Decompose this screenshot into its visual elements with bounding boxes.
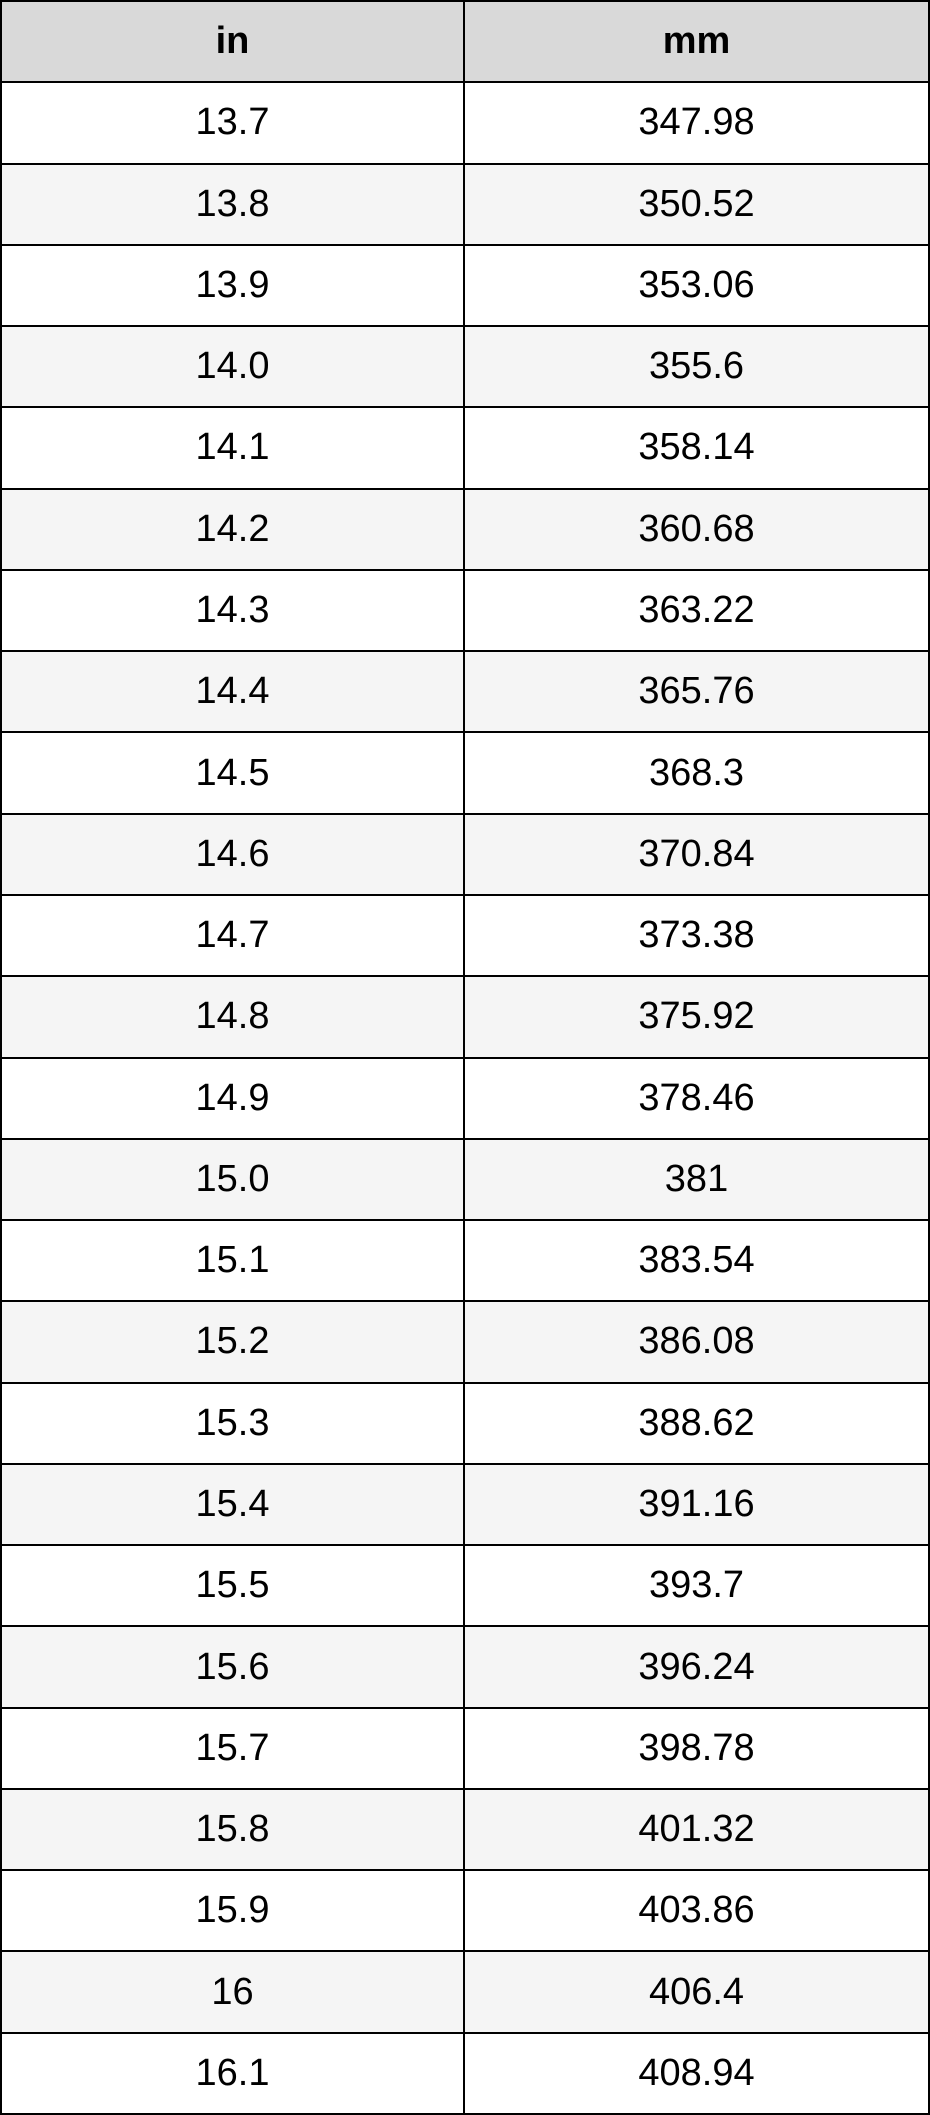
table-cell: 15.9: [2, 1871, 463, 1951]
table-cell: 14.7: [2, 895, 463, 976]
table-cell: 365.76: [465, 652, 928, 732]
table-cell: 393.7: [465, 1546, 928, 1626]
table-cell: 16: [2, 1952, 463, 2032]
table-cell: 13.8: [2, 164, 463, 244]
table-cell: 398.78: [465, 1708, 928, 1788]
header-cell: mm: [465, 2, 928, 82]
table-cell: 375.92: [465, 977, 928, 1057]
table-cell: 14.2: [2, 489, 463, 569]
table-cell: 16.1: [2, 2033, 463, 2113]
table-cell: 15.1: [2, 1221, 463, 1301]
table-cell: 15.2: [2, 1302, 463, 1382]
table-cell: 15.8: [2, 1789, 463, 1870]
table-cell: 15.0: [2, 1139, 463, 1220]
table-cell: 388.62: [465, 1383, 928, 1463]
table-cell: 370.84: [465, 814, 928, 894]
table-cell: 15.7: [2, 1708, 463, 1788]
table-cell: 15.5: [2, 1546, 463, 1626]
table-cell: 13.7: [2, 83, 463, 163]
table-cell: 408.94: [465, 2033, 928, 2113]
table-cell: 14.1: [2, 408, 463, 488]
table-cell: 355.6: [465, 327, 928, 407]
table-cell: 14.9: [2, 1058, 463, 1138]
table-cell: 14.8: [2, 977, 463, 1057]
table-cell: 358.14: [465, 408, 928, 488]
table-cell: 14.0: [2, 327, 463, 407]
table-cell: 347.98: [465, 83, 928, 163]
table-cell: 401.32: [465, 1789, 928, 1870]
table-cell: 360.68: [465, 489, 928, 569]
table-cell: 15.3: [2, 1383, 463, 1463]
table-cell: 373.38: [465, 895, 928, 976]
table-cell: 378.46: [465, 1058, 928, 1138]
table-cell: 386.08: [465, 1302, 928, 1382]
table-cell: 363.22: [465, 570, 928, 651]
header-cell: in: [2, 2, 463, 82]
table-cell: 350.52: [465, 164, 928, 244]
table-cell: 406.4: [465, 1952, 928, 2032]
table-cell: 368.3: [465, 733, 928, 813]
table-cell: 15.4: [2, 1464, 463, 1545]
table-cell: 14.6: [2, 814, 463, 894]
table-cell: 381: [465, 1139, 928, 1220]
table-cell: 14.4: [2, 652, 463, 732]
table-cell: 353.06: [465, 245, 928, 326]
table-cell: 403.86: [465, 1871, 928, 1951]
table-cell: 383.54: [465, 1221, 928, 1301]
table-cell: 15.6: [2, 1627, 463, 1707]
table-cell: 13.9: [2, 245, 463, 326]
table-cell: 396.24: [465, 1627, 928, 1707]
table-cell: 14.5: [2, 733, 463, 813]
table-cell: 391.16: [465, 1464, 928, 1545]
table-cell: 14.3: [2, 570, 463, 651]
